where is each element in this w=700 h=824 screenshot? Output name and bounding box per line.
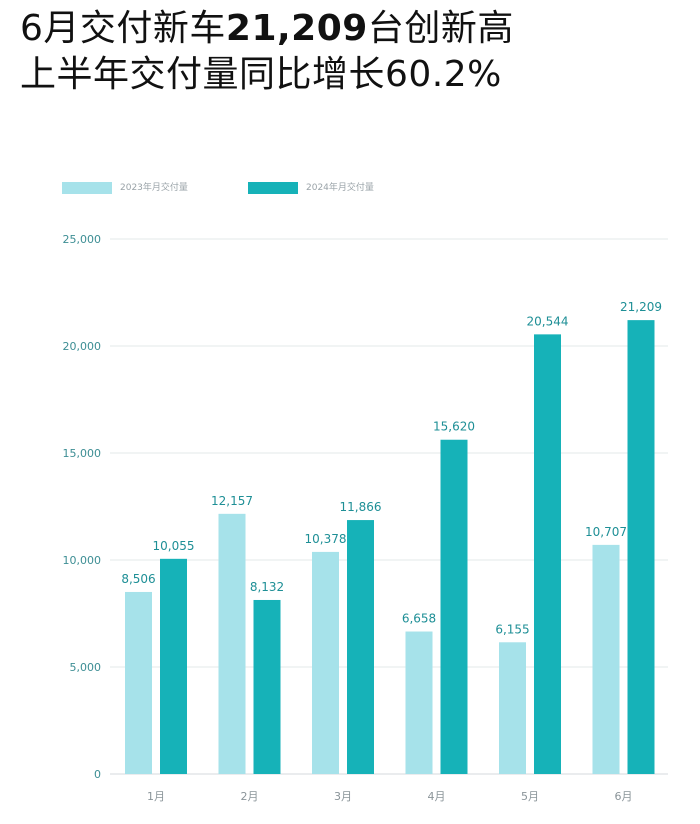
bar-2023 xyxy=(405,631,433,774)
bar-value-label: 12,157 xyxy=(211,494,253,508)
bar-2024 xyxy=(440,439,468,774)
x-tick-label: 3月 xyxy=(334,790,352,803)
bar-value-label: 8,132 xyxy=(250,580,284,594)
bar-value-label: 10,055 xyxy=(153,539,195,553)
x-tick-label: 6月 xyxy=(615,790,633,803)
headline-line-1: 6月交付新车21,209台创新高 xyxy=(20,6,690,52)
bar-2023 xyxy=(592,544,620,774)
bar-2023 xyxy=(312,551,339,774)
y-tick-label: 15,000 xyxy=(63,447,102,460)
legend-swatch-2024 xyxy=(248,182,298,194)
bar-2023 xyxy=(218,513,246,774)
bars xyxy=(125,320,655,774)
bar-2024 xyxy=(627,320,655,774)
headline-suffix: 台创新高 xyxy=(367,8,514,49)
x-axis: 1月 2月 3月 4月 5月 6月 xyxy=(147,790,633,803)
headline: 6月交付新车21,209台创新高 上半年交付量同比增长60.2% xyxy=(20,6,690,98)
bar-value-label: 20,544 xyxy=(527,314,569,328)
bar-2023 xyxy=(125,591,152,774)
bar-value-label: 8,506 xyxy=(121,572,155,586)
data-labels: 8,506 10,055 12,157 8,132 10,378 11,866 6,658 1… xyxy=(121,300,662,636)
x-tick-label: 5月 xyxy=(521,790,539,803)
bar-value-label: 6,658 xyxy=(402,612,436,626)
bar-2023 xyxy=(499,642,526,774)
y-tick-label: 0 xyxy=(94,768,101,781)
bar-2024 xyxy=(160,558,187,774)
legend-label-2023: 2023年月交付量 xyxy=(120,183,188,193)
bar-value-label: 15,620 xyxy=(433,420,475,434)
headline-prefix: 6月交付新车 xyxy=(20,8,226,49)
bar-2024 xyxy=(347,520,374,774)
x-tick-label: 4月 xyxy=(428,790,446,803)
x-tick-label: 2月 xyxy=(241,790,259,803)
legend-swatch-2023 xyxy=(62,182,112,194)
bar-value-label: 10,707 xyxy=(585,525,627,539)
bar-value-label: 6,155 xyxy=(495,622,529,636)
y-tick-label: 10,000 xyxy=(63,554,102,567)
y-axis: 0 5,000 10,000 15,000 20,000 25,000 xyxy=(63,233,102,781)
bar-value-label: 10,378 xyxy=(305,532,347,546)
bar-2024 xyxy=(534,334,561,774)
x-tick-label: 1月 xyxy=(147,790,165,803)
grid-lines xyxy=(110,238,668,775)
y-tick-label: 20,000 xyxy=(63,340,102,353)
headline-line-2: 上半年交付量同比增长60.2% xyxy=(20,54,502,95)
bar-2024 xyxy=(253,599,281,774)
bar-value-label: 11,866 xyxy=(340,500,382,514)
legend-label-2024: 2024年月交付量 xyxy=(306,183,374,193)
bar-value-label: 21,209 xyxy=(620,300,662,314)
y-tick-label: 5,000 xyxy=(70,661,102,674)
headline-number: 21,209 xyxy=(225,8,368,49)
y-tick-label: 25,000 xyxy=(63,233,102,246)
